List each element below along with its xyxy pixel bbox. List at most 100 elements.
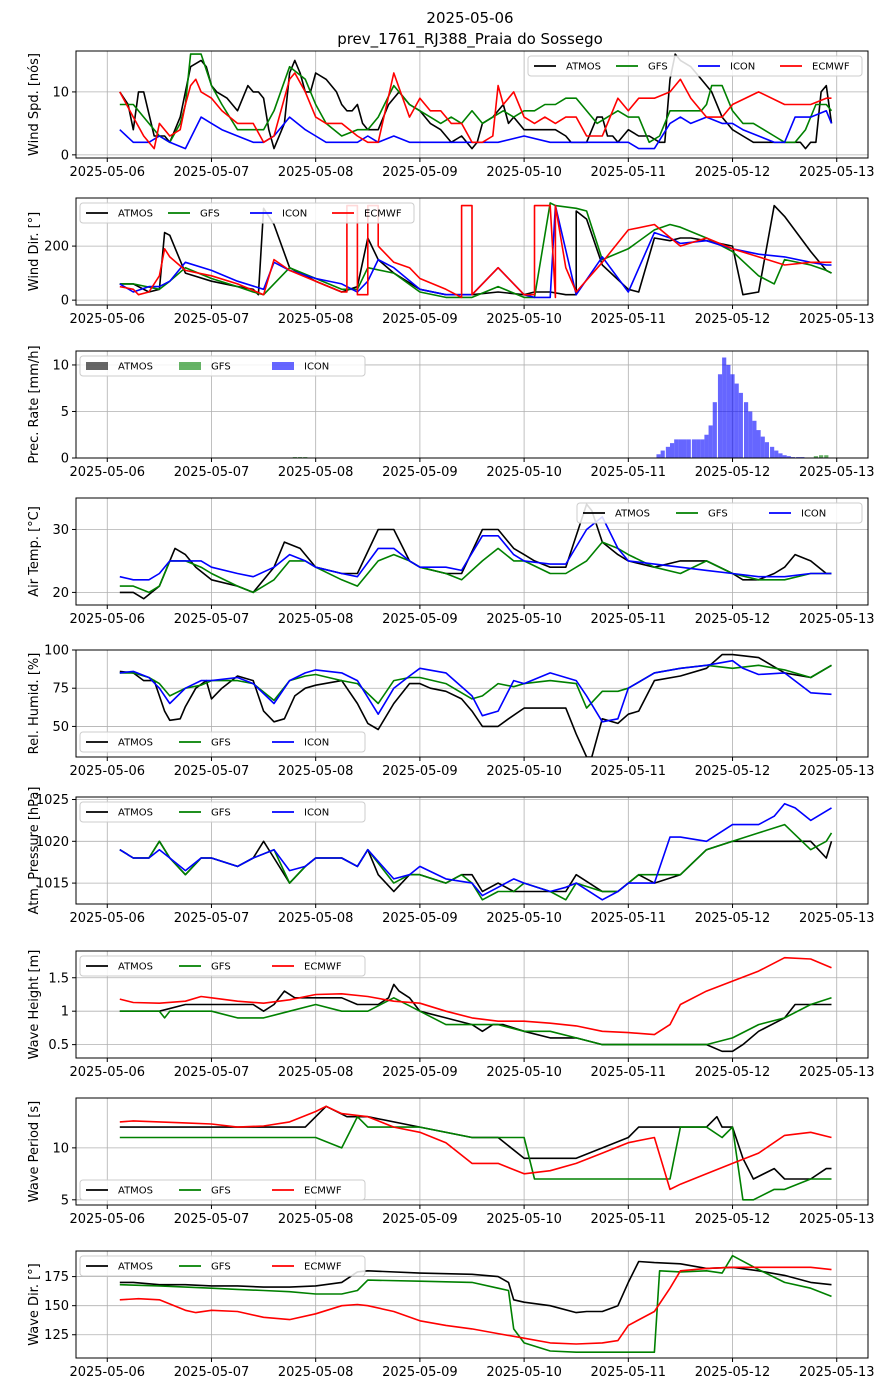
series-line-gfs [119, 1254, 832, 1353]
x-tick-label: 2025-05-09 [382, 764, 458, 779]
y-axis-label: Prec. Rate [mm/h] [27, 345, 42, 463]
legend-label-gfs: GFS [211, 362, 231, 373]
series-line-ecmwf [119, 956, 832, 1036]
chart-panels: 2025-05-06 2025-05-07 2025-05-08 2025-05-09… [27, 50, 875, 1380]
chart-panel-2: 2025-05-06 2025-05-07 2025-05-08 2025-05-09… [27, 197, 875, 327]
x-tick-label: 2025-05-10 [486, 1365, 562, 1380]
series-group [119, 653, 832, 757]
y-axis-label: Atm. Pressure [hPa] [27, 787, 42, 915]
legend-label-gfs: GFS [211, 1262, 231, 1273]
x-tick-label: 2025-05-09 [382, 1212, 458, 1227]
x-tick-label: 2025-05-08 [278, 1065, 354, 1080]
legend-box [79, 1255, 366, 1277]
x-tick-label: 2025-05-07 [174, 1065, 250, 1080]
bar-icon [686, 439, 691, 458]
series-line-atmos [119, 840, 833, 893]
legend-label-atmos: ATMOS [118, 362, 153, 373]
series-line-gfs [119, 202, 832, 299]
figure-subtitle: prev_1761_RJ388_Praia do Sossego [337, 30, 603, 49]
axes-frame [75, 350, 869, 459]
series-line-ecmwf [119, 72, 832, 150]
bar-icon [770, 446, 775, 458]
x-tick-label: 2025-05-13 [799, 465, 875, 480]
bar-icon [700, 439, 705, 458]
x-tick-label: 2025-05-12 [695, 1212, 771, 1227]
series-line-gfs [119, 541, 832, 594]
series-group [119, 53, 833, 150]
x-tick-label: 2025-05-09 [382, 612, 458, 627]
x-tick-label: 2025-05-06 [69, 1212, 145, 1227]
bar-icon [682, 439, 687, 458]
chart-panel-8: 2025-05-06 2025-05-07 2025-05-08 2025-05-09… [27, 1097, 875, 1227]
legend: ATMOS GFS ECMWF [79, 1179, 366, 1201]
x-tick-label: 2025-05-12 [695, 465, 771, 480]
legend-box [527, 55, 863, 77]
x-tick-label: 2025-05-08 [278, 1212, 354, 1227]
y-tick-label: 1025 [36, 793, 69, 808]
legend-label-atmos: ATMOS [118, 738, 153, 749]
y-tick-label: 1020 [36, 835, 69, 850]
y-tick-label: 1015 [36, 877, 69, 892]
bar-icon [778, 453, 783, 458]
x-tick-label: 2025-05-12 [695, 764, 771, 779]
x-tick-label: 2025-05-06 [69, 465, 145, 480]
axes-frame [75, 1097, 869, 1206]
bar-icon [786, 456, 791, 458]
x-tick-label: 2025-05-07 [174, 764, 250, 779]
axes-frame [75, 50, 869, 159]
x-tick-label: 2025-05-07 [174, 1365, 250, 1380]
chart-panel-5: 2025-05-06 2025-05-07 2025-05-08 2025-05-09… [27, 644, 875, 780]
bar-icon [730, 374, 735, 458]
x-tick-label: 2025-05-10 [486, 1065, 562, 1080]
legend: ATMOS GFS ICON ECMWF [79, 202, 415, 224]
y-tick-label: 10 [52, 1141, 69, 1156]
y-tick-label: 30 [52, 523, 69, 538]
x-tick-label: 2025-05-06 [69, 764, 145, 779]
x-tick-label: 2025-05-13 [799, 911, 875, 926]
y-tick-label: 125 [44, 1328, 69, 1343]
legend-label-gfs: GFS [211, 962, 231, 973]
legend-label-atmos: ATMOS [118, 1186, 153, 1197]
bar-gfs [819, 455, 824, 458]
legend-label-ecmwf: ECMWF [812, 62, 850, 73]
legend-label-icon: ICON [730, 62, 755, 73]
series-line-ecmwf [119, 1105, 832, 1191]
bar-icon [738, 392, 743, 458]
axes-frame [75, 950, 869, 1059]
legend-label-icon: ICON [304, 362, 329, 373]
x-tick-label: 2025-05-12 [695, 1065, 771, 1080]
bar-icon [748, 411, 753, 458]
series-group [119, 1105, 832, 1201]
bar-icon [756, 430, 761, 458]
x-tick-label: 2025-05-13 [799, 764, 875, 779]
series-group [119, 503, 832, 600]
x-tick-label: 2025-05-09 [382, 1365, 458, 1380]
bar-icon [704, 434, 709, 458]
series-group [119, 802, 833, 901]
legend-box [79, 801, 366, 823]
x-tick-label: 2025-05-13 [799, 312, 875, 327]
legend-label-ecmwf: ECMWF [304, 1262, 342, 1273]
legend-box [79, 731, 366, 753]
axes-frame [75, 796, 869, 905]
x-tick-label: 2025-05-09 [382, 1065, 458, 1080]
bar-icon [760, 436, 765, 458]
bar-icon [782, 455, 787, 458]
x-tick-label: 2025-05-09 [382, 165, 458, 180]
bar-icon [743, 402, 749, 458]
x-tick-label: 2025-05-06 [69, 612, 145, 627]
x-tick-label: 2025-05-08 [278, 764, 354, 779]
y-axis-label: Wind Dir. [°] [27, 212, 42, 292]
series-line-gfs [119, 53, 833, 144]
y-tick-label: 75 [52, 682, 69, 697]
chart-panel-4: 2025-05-06 2025-05-07 2025-05-08 2025-05-09… [27, 497, 875, 627]
legend-label-atmos: ATMOS [118, 209, 153, 220]
x-tick-label: 2025-05-11 [591, 1365, 667, 1380]
bar-icon [764, 442, 769, 458]
legend-label-ecmwf: ECMWF [304, 1186, 342, 1197]
x-tick-label: 2025-05-09 [382, 465, 458, 480]
bar-gfs [813, 456, 818, 458]
y-axis-label: Wave Period [s] [27, 1101, 42, 1202]
y-axis-label: Air Temp. [°C] [27, 506, 42, 597]
bar-icon [678, 439, 683, 458]
